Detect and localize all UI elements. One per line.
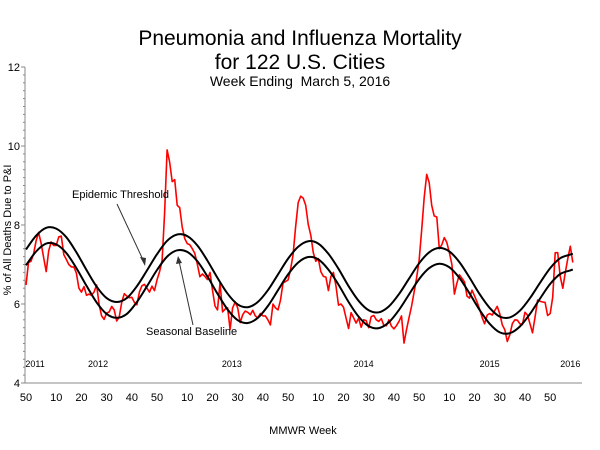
annotation-arrow-baseline	[178, 260, 194, 326]
chart-subtitle: Week Ending March 5, 2016	[210, 73, 391, 89]
year-label: 2012	[88, 359, 108, 369]
x-tick-label: 50	[151, 392, 163, 404]
y-axis-label: % of All Deaths Due to P&I	[2, 165, 14, 296]
year-label: 2016	[560, 359, 580, 369]
x-tick-label: 10	[50, 392, 62, 404]
chart-title-line-2: for 122 U.S. Cities	[215, 51, 385, 74]
x-tick-label: 40	[257, 392, 269, 404]
year-label: 2013	[222, 359, 242, 369]
x-tick-label: 40	[126, 392, 138, 404]
year-label: 2014	[354, 359, 374, 369]
x-tick-label: 30	[363, 392, 375, 404]
annotation-seasonal-baseline: Seasonal Baseline	[146, 326, 237, 338]
x-tick-label: 50	[20, 392, 32, 404]
x-tick-label: 50	[544, 392, 556, 404]
tick-labels: 4 6 8 10 12 50 10 20 30 40 50 10 20 30 40 50 10 20 30 40 50 1…	[8, 62, 581, 404]
x-tick-label: 50	[413, 392, 425, 404]
x-tick-label: 20	[337, 392, 349, 404]
series-line-threshold	[25, 226, 574, 319]
x-tick-label: 10	[181, 392, 193, 404]
x-tick-label: 10	[312, 392, 324, 404]
x-tick-label: 40	[519, 392, 531, 404]
y-tick-label: 8	[14, 220, 20, 232]
chart-title-line-1: Pneumonia and Influenza Mortality	[138, 27, 462, 50]
y-tick-label: 12	[8, 62, 20, 74]
x-tick-label: 20	[206, 392, 218, 404]
x-tick-label: 10	[443, 392, 455, 404]
series-line-observed	[25, 149, 574, 344]
x-tick-label: 30	[232, 392, 244, 404]
x-tick-label: 20	[75, 392, 87, 404]
year-label: 2015	[480, 359, 500, 369]
x-tick-label: 40	[388, 392, 400, 404]
x-tick-label: 30	[101, 392, 113, 404]
y-tick-label: 4	[14, 378, 20, 390]
x-tick-label: 20	[468, 392, 480, 404]
y-tick-label: 6	[14, 299, 20, 311]
annotation-epidemic-threshold: Epidemic Threshold	[72, 189, 169, 201]
arrowhead-icon	[176, 256, 182, 264]
series-layer	[25, 149, 574, 344]
annotation-arrow-threshold	[116, 203, 145, 263]
x-tick-label: 30	[494, 392, 506, 404]
axes	[21, 66, 582, 384]
y-tick-label: 10	[8, 141, 20, 153]
year-label: 2011	[25, 359, 44, 369]
x-tick-label: 50	[282, 392, 294, 404]
x-axis-label: MMWR Week	[269, 425, 337, 437]
arrowhead-icon	[140, 257, 146, 266]
series-line-baseline	[25, 241, 574, 335]
